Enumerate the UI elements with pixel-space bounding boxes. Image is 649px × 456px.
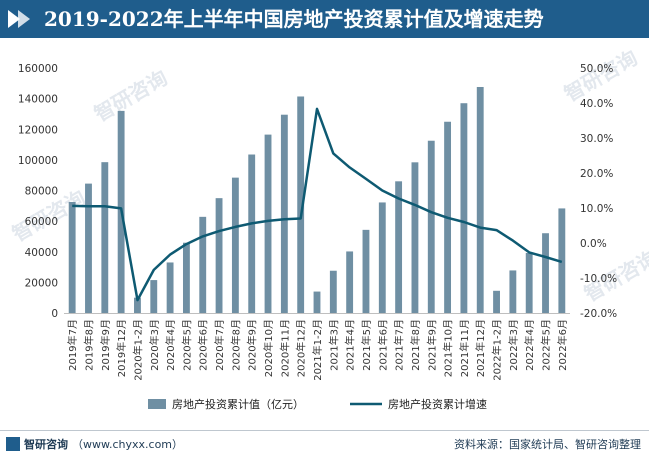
title-bar: 2019-2022年上半年中国房地产投资累计值及增速走势 xyxy=(0,0,649,38)
bar xyxy=(378,202,386,313)
y-right-tick-label: 0.0% xyxy=(580,238,607,250)
page-title: 2019-2022年上半年中国房地产投资累计值及增速走势 xyxy=(44,7,544,31)
legend-bar-label: 房地产投资累计值（亿元） xyxy=(172,397,304,411)
x-tick-label: 2019年12月 xyxy=(115,319,128,377)
y-left-tick-label: 20000 xyxy=(25,277,58,289)
x-tick-label: 2020年4月 xyxy=(164,319,177,371)
bar xyxy=(476,86,484,313)
x-tick-label: 2021年5月 xyxy=(360,319,373,371)
footer-credit: 智研咨询 （www.chyxx.com） xyxy=(6,436,183,452)
x-tick-label: 2020年12月 xyxy=(295,319,308,377)
x-tick-label: 2020年9月 xyxy=(246,319,259,371)
x-tick-label: 2020年3月 xyxy=(148,319,161,371)
y-left-tick-label: 160000 xyxy=(18,63,58,75)
x-tick-label: 2020年8月 xyxy=(229,319,242,371)
x-tick-label: 2022年4月 xyxy=(523,319,536,371)
x-tick-label: 2022年1-2月 xyxy=(491,319,504,381)
y-left-tick-label: 120000 xyxy=(18,124,58,136)
x-tick-label: 2019年8月 xyxy=(82,319,95,371)
bar xyxy=(68,201,76,313)
bar xyxy=(542,233,549,313)
x-tick-label: 2020年5月 xyxy=(180,319,193,371)
x-tick-label: 2021年8月 xyxy=(409,319,422,371)
y-right-tick-label: -20.0% xyxy=(580,308,617,320)
bar xyxy=(460,103,468,313)
bar xyxy=(362,229,370,313)
y-left-tick-label: 40000 xyxy=(25,247,58,259)
brand-logo-icon xyxy=(6,437,20,451)
y-right-tick-label: 40.0% xyxy=(580,98,613,110)
legend-bar-swatch xyxy=(148,399,166,409)
y-left-tick-label: 80000 xyxy=(25,186,58,198)
footer-source: 资料来源：国家统计局、智研咨询整理 xyxy=(454,438,641,451)
bar xyxy=(199,216,207,313)
bar xyxy=(215,198,223,313)
footer-divider xyxy=(0,430,649,431)
y-left-tick-label: 0 xyxy=(51,308,58,320)
y-right-tick-label: 10.0% xyxy=(580,203,613,215)
footer-url: （www.chyxx.com） xyxy=(72,438,184,451)
growth-line xyxy=(72,107,563,302)
bar xyxy=(264,134,272,313)
x-tick-label: 2019年9月 xyxy=(99,319,112,371)
title-decoration-icon xyxy=(8,10,30,28)
bar xyxy=(427,140,435,313)
bar xyxy=(493,290,500,313)
x-tick-label: 2021年11月 xyxy=(458,319,471,377)
y-left-tick-label: 140000 xyxy=(18,94,58,106)
x-tick-label: 2021年9月 xyxy=(425,319,438,371)
bar xyxy=(85,183,92,313)
x-tick-label: 2022年3月 xyxy=(507,319,520,371)
bar xyxy=(150,280,158,313)
bar xyxy=(101,162,109,313)
x-tick-label: 2021年3月 xyxy=(327,319,340,371)
bar xyxy=(395,181,403,313)
bar xyxy=(297,96,305,313)
x-tick-label: 2020年11月 xyxy=(278,319,291,377)
bar xyxy=(280,114,288,313)
y-right-tick-label: 30.0% xyxy=(580,133,613,145)
legend-line-label: 房地产投资累计增速 xyxy=(388,397,487,411)
x-tick-label: 2021年4月 xyxy=(344,319,357,371)
bar xyxy=(134,297,141,313)
x-tick-label: 2021年7月 xyxy=(393,319,406,371)
x-tick-label: 2021年10月 xyxy=(442,319,455,377)
y-right-tick-label: 50.0% xyxy=(580,63,613,75)
x-tick-label: 2019年7月 xyxy=(66,319,79,371)
bar xyxy=(231,177,239,313)
x-tick-label: 2022年5月 xyxy=(540,319,553,371)
x-tick-label: 2020年7月 xyxy=(213,319,226,371)
y-right-tick-label: 20.0% xyxy=(580,168,613,180)
bar xyxy=(329,270,337,313)
x-tick-label: 2020年10月 xyxy=(262,319,275,377)
x-tick-label: 2020年6月 xyxy=(197,319,210,371)
x-tick-label: 2022年6月 xyxy=(556,319,569,371)
y-left-tick-label: 60000 xyxy=(25,216,58,228)
bar xyxy=(509,270,517,313)
footer-brand: 智研咨询 xyxy=(24,438,68,451)
bar xyxy=(248,154,256,313)
bar xyxy=(166,262,174,313)
y-right-tick-label: -10.0% xyxy=(580,273,617,285)
bar xyxy=(313,291,321,313)
bar xyxy=(525,252,533,313)
chart: 0 20000 40000 60000 80000 100000 120000 140000 1… xyxy=(18,63,617,411)
bar xyxy=(346,251,354,313)
x-tick-label: 2021年1-2月 xyxy=(311,319,324,381)
x-tick-label: 2021年6月 xyxy=(376,319,389,371)
x-tick-label: 2021年12月 xyxy=(474,319,487,377)
bar xyxy=(411,162,419,313)
x-tick-label: 2020年1-2月 xyxy=(131,319,144,381)
y-left-tick-label: 100000 xyxy=(18,155,58,167)
bar xyxy=(182,242,190,313)
